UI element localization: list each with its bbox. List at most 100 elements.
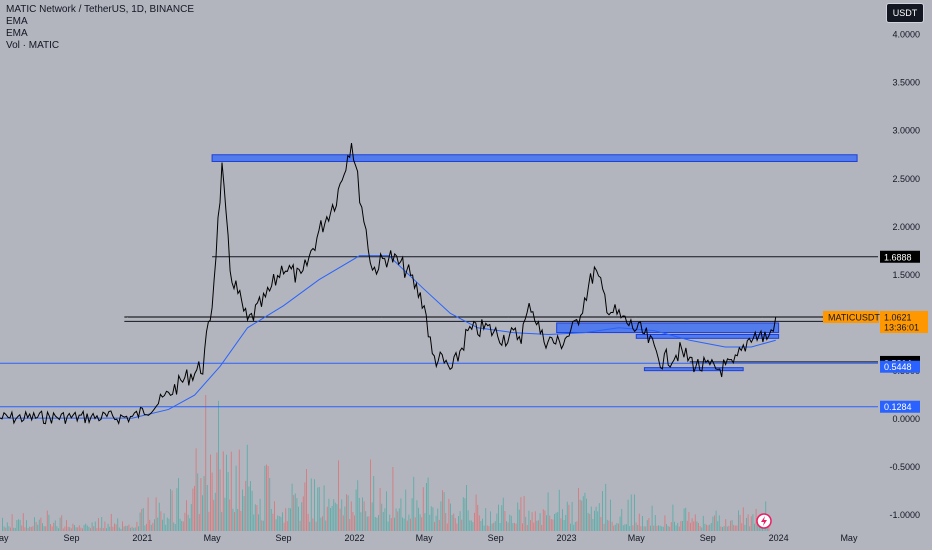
volume-bar [27, 528, 29, 531]
volume-bar [544, 510, 546, 531]
volume-bar [459, 511, 461, 531]
volume-bar [651, 505, 653, 531]
volume-bar [229, 499, 231, 531]
volume-bar [510, 515, 512, 531]
volume-bar [523, 495, 525, 531]
x-tick-label: Sep [488, 533, 504, 543]
volume-bar [750, 516, 752, 531]
volume-bar [672, 504, 674, 531]
volume-bar [224, 497, 226, 531]
volume-bar [24, 527, 26, 531]
volume-bar [192, 488, 194, 531]
volume-bar [610, 499, 611, 531]
price-tag-label: 1.6888 [884, 252, 912, 262]
volume-bar [437, 508, 439, 531]
volume-bar [739, 514, 741, 531]
volume-bar [675, 525, 677, 531]
indicator-ema-2[interactable]: EMA [6, 28, 28, 39]
volume-bar [66, 520, 67, 531]
volume-bar [187, 514, 189, 531]
volume-bar [366, 516, 368, 531]
volume-bar [682, 520, 683, 531]
volume-bar [131, 526, 133, 531]
volume-bar [555, 512, 557, 531]
volume-bar [360, 512, 362, 531]
price-zone[interactable] [211, 154, 858, 162]
ema-line[interactable] [0, 255, 776, 419]
volume-bar [381, 503, 383, 531]
volume-bar [717, 521, 719, 531]
currency-button[interactable]: USDT [886, 3, 924, 23]
volume-bar [278, 516, 280, 531]
volume-bar [126, 525, 128, 531]
volume-bar [683, 508, 685, 531]
x-tick-label: May [840, 533, 858, 543]
y-tick-label: 1.5000 [892, 270, 920, 280]
volume-bar [219, 469, 221, 531]
price-zone[interactable] [635, 333, 780, 339]
volume-bar [754, 523, 755, 531]
volume-bar [688, 512, 690, 531]
volume-bar [755, 508, 757, 531]
volume-bar [38, 519, 40, 531]
volume-bar [594, 510, 595, 531]
indicator-ema-1[interactable]: EMA [6, 16, 28, 27]
volume-bar [67, 526, 69, 531]
volume-bar [123, 526, 125, 531]
volume-bar [549, 515, 551, 531]
volume-bar [477, 504, 479, 531]
volume-bar [122, 521, 123, 531]
volume-bar [590, 506, 592, 531]
price-tag [880, 400, 920, 413]
volume-bar [261, 520, 263, 531]
price-line[interactable] [0, 142, 777, 425]
volume-bar [179, 518, 181, 531]
volume-bar [174, 523, 176, 531]
volume-bar [630, 494, 632, 531]
volume-bar [118, 527, 120, 531]
volume-bar [474, 512, 475, 531]
volume-bar [443, 492, 445, 531]
volume-bar [296, 498, 298, 531]
volume-bar [317, 487, 319, 531]
volume-bar [234, 511, 235, 531]
x-tick-label: Sep [276, 533, 292, 543]
volume-bar [554, 513, 555, 531]
volume-bar [678, 526, 680, 531]
volume-bar [269, 478, 271, 531]
volume-bar [434, 521, 435, 531]
price-zone[interactable] [556, 322, 780, 334]
volume-bar [467, 510, 469, 531]
volume-bar [448, 498, 450, 531]
volume-bar [323, 485, 325, 531]
indicator-volume[interactable]: Vol · MATIC [6, 40, 60, 51]
x-tick-label: 2024 [769, 533, 789, 543]
volume-bar [342, 515, 344, 531]
volume-bar [147, 497, 149, 531]
volume-bar [16, 519, 18, 531]
volume-bar [710, 522, 712, 531]
volume-bar [232, 508, 234, 531]
volume-bar [726, 526, 728, 531]
volume-bar [627, 499, 629, 531]
volume-bar [546, 515, 547, 531]
volume-bar [14, 527, 16, 531]
volume-bar [275, 519, 277, 531]
volume-bar [35, 521, 37, 531]
volume-bar [2, 517, 3, 531]
volume-bar [698, 522, 699, 531]
volume-bar [574, 521, 576, 531]
volume-bar [696, 521, 698, 531]
volume-bar [693, 521, 695, 531]
volume-bar [462, 497, 464, 531]
volume-bar [422, 487, 424, 531]
volume-bar [605, 483, 607, 531]
volume-bar [256, 505, 258, 531]
volume-bar [166, 517, 168, 531]
volume-bar [96, 528, 98, 531]
volume-bar [21, 525, 23, 531]
volume-bar [112, 526, 114, 531]
volume-bar [181, 520, 183, 531]
